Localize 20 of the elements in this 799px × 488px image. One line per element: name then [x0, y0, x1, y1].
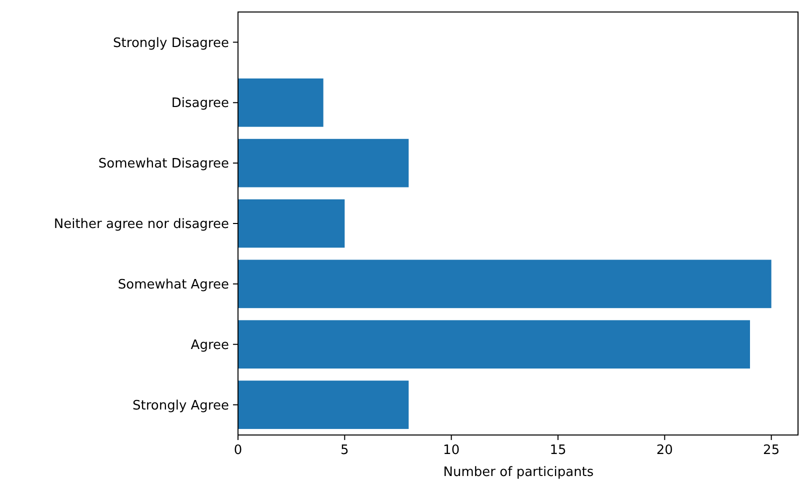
y-tick-label: Neither agree nor disagree — [54, 217, 229, 232]
y-tick-label: Somewhat Disagree — [98, 156, 229, 172]
x-tick-label: 5 — [340, 443, 349, 458]
bar — [238, 380, 409, 429]
bar — [238, 260, 772, 308]
x-tick-label: 15 — [550, 443, 566, 458]
y-tick-label: Disagree — [171, 96, 229, 112]
y-tick-label: Strongly Agree — [132, 398, 229, 414]
x-axis-title: Number of participants — [443, 465, 594, 480]
y-tick-label: Somewhat Agree — [118, 277, 229, 292]
x-tick-label: 25 — [763, 443, 780, 458]
x-tick-label: 10 — [443, 443, 460, 458]
bar — [238, 199, 345, 248]
x-tick-label: 0 — [234, 443, 242, 458]
bar — [238, 78, 324, 127]
bar — [238, 138, 409, 188]
bar — [238, 320, 750, 369]
y-tick-label: Strongly Disagree — [113, 36, 229, 51]
y-tick-label: Agree — [190, 338, 229, 353]
x-tick-label: 20 — [656, 443, 673, 458]
